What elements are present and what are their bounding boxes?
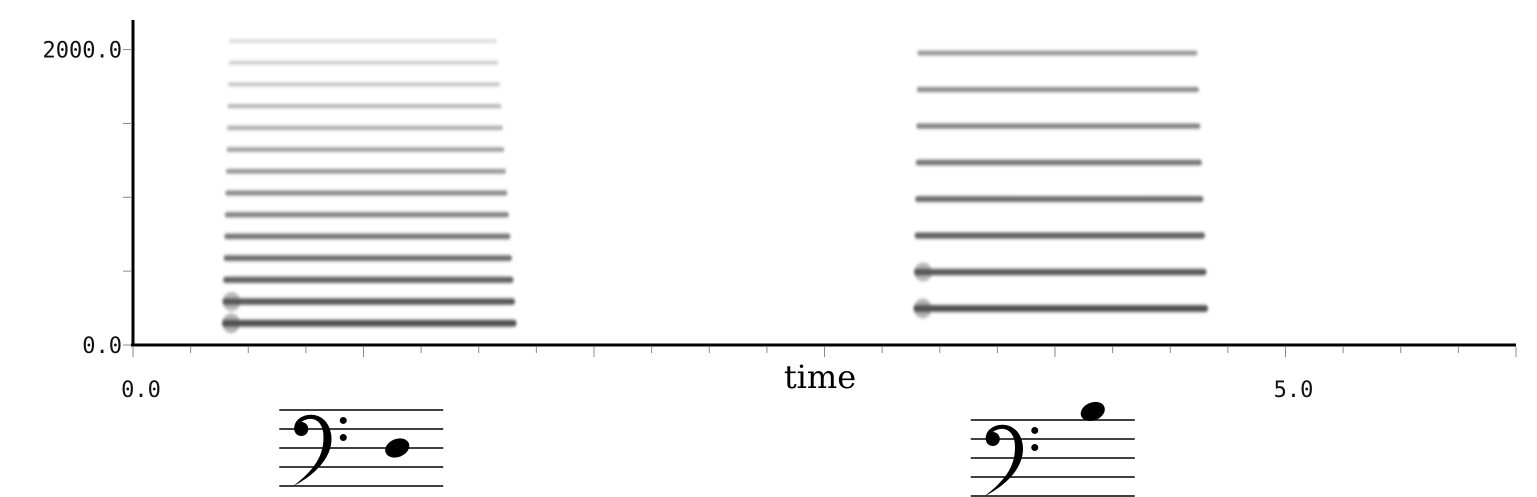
onset-blob (913, 298, 932, 319)
y-tick-label: 2000.0 (43, 39, 122, 64)
axes (131, 20, 1516, 347)
tick-labels: 0.0 5.0 0.0 2000.0 (43, 39, 1314, 403)
note-head (1080, 401, 1105, 422)
note-2-harmonics (913, 50, 1209, 319)
note-1-harmonics (221, 39, 517, 333)
onset-blob (222, 313, 241, 333)
harmonic-lines (221, 39, 1209, 333)
onset-blob (914, 262, 933, 282)
note-head (385, 438, 410, 458)
x-axis-title: time (784, 358, 856, 396)
x-tick-label: 0.0 (121, 378, 161, 403)
bass-clef-icon (293, 414, 347, 486)
axis-ticks (123, 49, 1517, 357)
onset-blob (222, 292, 241, 311)
note-1-staff (279, 409, 444, 487)
x-tick-label: 5.0 (1274, 378, 1314, 403)
notation-staves (279, 401, 1135, 497)
y-tick-label: 0.0 (82, 334, 122, 359)
note-2-staff (970, 401, 1135, 497)
bass-clef-icon (984, 424, 1039, 496)
